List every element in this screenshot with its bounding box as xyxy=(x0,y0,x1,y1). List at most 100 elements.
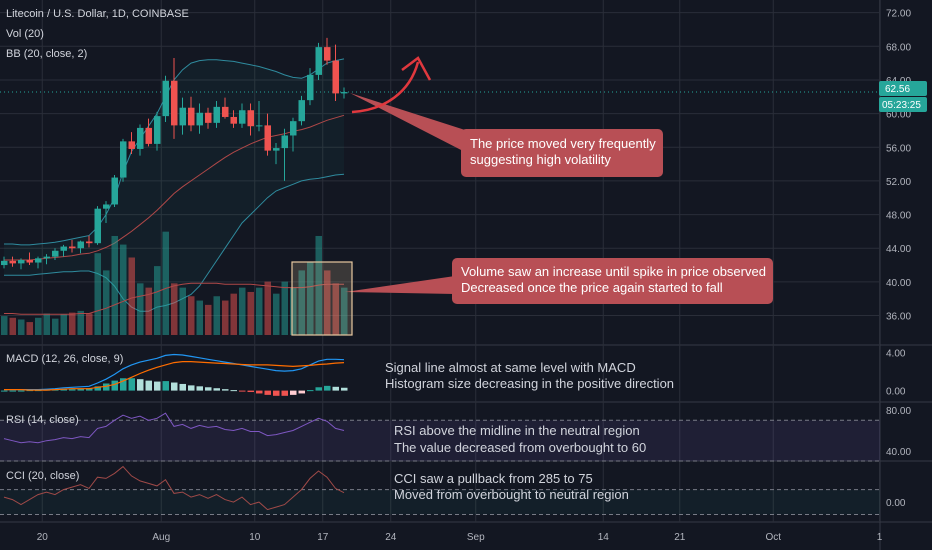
macd-histogram-bar xyxy=(137,379,144,391)
volume-bar xyxy=(18,319,25,335)
time-tick-label: 21 xyxy=(674,532,686,543)
time-tick-label: 1 xyxy=(877,532,883,543)
time-tick-label: Oct xyxy=(765,532,781,543)
volume-legend[interactable]: Vol (20) xyxy=(6,28,44,40)
candle-body xyxy=(26,260,33,263)
candle-body xyxy=(256,125,263,127)
macd-histogram-bar xyxy=(324,385,331,391)
macd-histogram-bar xyxy=(247,390,254,393)
volume-bar xyxy=(154,266,161,335)
trend-arrow xyxy=(351,56,432,114)
volume-bar xyxy=(332,283,339,335)
volume-bar xyxy=(230,293,237,335)
time-tick-label: 20 xyxy=(37,532,49,543)
price-tick-label: 48.00 xyxy=(886,211,911,222)
candle-body xyxy=(86,241,93,244)
volume-callout: Volume saw an increase until spike in pr… xyxy=(345,258,773,304)
macd-histogram-bar xyxy=(94,386,101,391)
volume-bar xyxy=(111,235,118,335)
volume-bar xyxy=(94,253,101,335)
candle-body xyxy=(1,260,8,266)
candle-body xyxy=(77,241,84,249)
rsi-note-line2: The value decreased from overbought to 6… xyxy=(394,440,646,455)
macd-histogram-bar xyxy=(18,390,25,392)
volume-bar xyxy=(307,261,314,335)
macd-histogram-bar xyxy=(222,389,229,391)
macd-legend[interactable]: MACD (12, 26, close, 9) xyxy=(6,353,123,365)
bollinger-basis-line xyxy=(4,114,345,261)
price-tick-label: 68.00 xyxy=(886,42,911,53)
macd-histogram-bar xyxy=(213,388,220,391)
cci-legend[interactable]: CCI (20, close) xyxy=(6,470,79,482)
volume-bar xyxy=(222,300,229,335)
countdown-value: 05:23:25 xyxy=(882,100,921,111)
macd-histogram-bar xyxy=(281,390,288,396)
volume-bar xyxy=(324,270,331,335)
volume-bar xyxy=(162,231,169,335)
cci-band xyxy=(0,489,880,515)
macd-histogram-bar xyxy=(60,389,67,391)
candle-body xyxy=(281,135,288,149)
time-tick-label: 14 xyxy=(598,532,610,543)
volume-bar xyxy=(77,310,84,335)
volume-bar xyxy=(171,283,178,335)
candle-body xyxy=(154,116,161,144)
price-tick-label: 40.00 xyxy=(886,278,911,289)
volume-bar xyxy=(145,287,152,335)
time-tick-label: Aug xyxy=(152,532,170,543)
volume-bar xyxy=(43,313,50,335)
candle-body xyxy=(239,110,246,124)
volume-bar xyxy=(290,287,297,335)
volatility-note-line1: The price moved very frequently xyxy=(470,136,656,151)
volume-bar xyxy=(273,293,280,335)
candle-body xyxy=(103,204,110,209)
price-tick-label: 56.00 xyxy=(886,143,911,154)
candle-body xyxy=(324,47,331,61)
cci-note-line1: CCI saw a pullback from 285 to 75 xyxy=(394,471,593,486)
volume-bar xyxy=(120,244,127,335)
price-tick-label: 36.00 xyxy=(886,312,911,323)
volume-bar xyxy=(239,287,246,335)
candlesticks xyxy=(1,37,348,270)
time-tick-label: Sep xyxy=(467,532,485,543)
volume-bar xyxy=(205,304,212,335)
rsi-pane xyxy=(0,412,880,462)
macd-histogram-bar xyxy=(86,388,93,391)
rsi-line xyxy=(3,412,345,444)
symbol-title[interactable]: Litecoin / U.S. Dollar, 1D, COINBASE xyxy=(6,8,189,20)
candle-body xyxy=(60,246,67,251)
rsi-legend[interactable]: RSI (14, close) xyxy=(6,414,79,426)
macd-histogram-bar xyxy=(205,387,212,391)
candle-body xyxy=(196,112,203,126)
bollinger-legend[interactable]: BB (20, close, 2) xyxy=(6,48,87,60)
volume-highlight-box xyxy=(291,261,353,336)
macd-pane xyxy=(1,353,348,396)
macd-line xyxy=(4,353,345,391)
macd-histogram-bar xyxy=(290,390,297,395)
volume-bar xyxy=(213,296,220,335)
volume-bars xyxy=(1,231,348,335)
volatility-callout: The price moved very frequently suggesti… xyxy=(350,93,663,177)
volume-bar xyxy=(179,287,186,335)
candle-body xyxy=(247,110,254,127)
macd-histogram-bar xyxy=(1,390,8,392)
candle-body xyxy=(9,260,16,264)
volume-bar xyxy=(26,322,33,335)
price-tick-label: 44.00 xyxy=(886,244,911,255)
candle-body xyxy=(315,47,322,75)
candle-body xyxy=(205,112,212,123)
volume-ma-line xyxy=(4,282,344,315)
price-tick-label: 72.00 xyxy=(886,9,911,20)
volume-callout-box xyxy=(452,258,773,304)
candle-body xyxy=(213,106,220,123)
candle-body xyxy=(120,141,127,178)
candle-body xyxy=(145,127,152,144)
volume-bar xyxy=(86,313,93,335)
price-tick-label: 52.00 xyxy=(886,177,911,188)
candle-body xyxy=(111,177,118,205)
macd-histogram-bar xyxy=(307,390,314,392)
macd-histogram-bar xyxy=(145,380,152,391)
macd-histogram-bar xyxy=(256,390,263,394)
volume-bar xyxy=(1,316,8,335)
time-tick-label: 17 xyxy=(317,532,329,543)
